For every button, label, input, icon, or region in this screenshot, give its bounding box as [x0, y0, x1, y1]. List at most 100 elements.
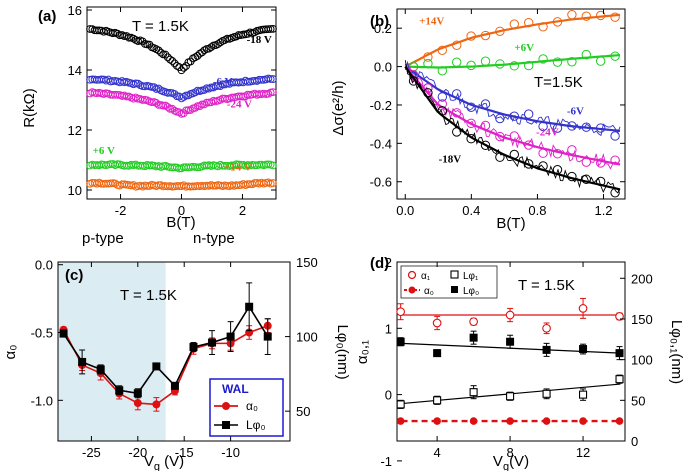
- data-point: [615, 312, 624, 321]
- data-point: [221, 36, 229, 44]
- data-point: [538, 148, 548, 158]
- data-point: [232, 32, 241, 41]
- panel-c-xlabel-sub: g: [154, 461, 160, 471]
- data-point: [615, 349, 624, 358]
- panel-c: (c) p-type n-type T = 1.5K -25 -20 -15 -10 …: [2, 230, 351, 471]
- y-right-tick-label: 50: [631, 393, 645, 408]
- y-tick-label: -0.4: [370, 136, 392, 151]
- legend-L1-label: Lφ₁: [463, 271, 479, 282]
- panel-c-frame: [57, 261, 291, 442]
- data-point: [396, 337, 405, 346]
- data-point: [163, 103, 172, 111]
- data-point: [152, 400, 161, 409]
- data-point: [226, 332, 235, 341]
- data-point: [195, 102, 204, 110]
- series-Lphi0: [396, 330, 624, 361]
- data-point: [182, 91, 190, 100]
- panel-a-y-ticks: 10 12 14 16: [68, 3, 276, 198]
- data-point: [542, 417, 551, 425]
- y-tick-label: 1: [385, 321, 392, 336]
- legend-L1-marker: [450, 270, 459, 279]
- x-tick-label: 0: [178, 203, 185, 218]
- panel-d-xlabel-sub: g: [503, 461, 509, 471]
- panel-d-legend: α₁ Lφ₁ α₀ Lφ₀: [400, 265, 498, 299]
- data-point: [266, 75, 275, 83]
- series-label: +14V: [419, 15, 444, 27]
- data-point: [177, 66, 186, 75]
- data-point: [208, 338, 217, 347]
- data-point: [505, 310, 515, 320]
- panel-d-y-ticks-right: 0 50 100 150 200: [620, 271, 653, 449]
- data-point: [432, 318, 442, 328]
- data-point: [433, 396, 442, 405]
- y-right-tick-label: 50: [296, 404, 310, 419]
- data-point: [133, 399, 142, 408]
- n-type-label: n-type: [193, 230, 235, 247]
- y-tick-label: 0.2: [374, 21, 392, 36]
- data-point: [147, 98, 156, 107]
- panel-d-ylabel-left: α₀,₁: [354, 340, 371, 364]
- series-Lphi1: [396, 374, 624, 409]
- series-alpha0: [396, 417, 624, 425]
- data-point: [115, 386, 124, 395]
- series-alpha1: [396, 297, 624, 335]
- panel-d-y-ticks-left: 2 1 0 -1: [380, 255, 402, 469]
- x-tick-label: 4: [434, 445, 441, 460]
- x-tick-label: -2: [115, 203, 127, 218]
- data-point: [207, 43, 216, 52]
- data-point: [216, 82, 225, 91]
- data-point: [480, 140, 491, 151]
- data-point: [433, 349, 442, 358]
- x-tick-label: 0.8: [528, 203, 546, 218]
- panel-c-label: (c): [65, 267, 83, 284]
- data-point: [615, 375, 624, 384]
- legend-L0-marker: [451, 286, 458, 293]
- panel-d-data: [396, 297, 624, 425]
- panel-c-xlabel-unit: (V): [160, 453, 184, 470]
- legend-alpha0-label: α₀: [424, 286, 434, 297]
- series-+6V: [405, 49, 621, 76]
- data-point: [469, 317, 478, 327]
- data-point: [184, 91, 193, 100]
- data-point: [469, 388, 478, 397]
- x-tick-label: -10: [221, 445, 240, 460]
- data-point: [396, 417, 405, 425]
- series-label: -6V: [567, 106, 584, 118]
- panel-c-y-ticks-right: 50 100 150: [285, 255, 318, 419]
- panel-b-annotation: T=1.5K: [534, 74, 583, 91]
- data-point: [179, 93, 188, 101]
- data-point: [615, 417, 624, 425]
- data-point: [184, 106, 193, 115]
- raw-trace: [404, 60, 621, 137]
- data-point: [567, 57, 577, 67]
- data-point: [452, 57, 462, 67]
- data-point: [469, 417, 478, 425]
- y-tick-label: -0.2: [370, 98, 392, 113]
- data-point: [245, 302, 254, 311]
- raw-trace: [404, 60, 621, 194]
- series-label: +6V: [514, 42, 534, 54]
- series--18V: [404, 60, 621, 198]
- legend-title: WAL: [222, 382, 249, 396]
- panel-c-xlabel-main: V: [144, 453, 154, 470]
- data-point: [122, 32, 131, 40]
- data-point: [542, 323, 551, 333]
- data-point: [437, 92, 448, 102]
- data-point: [469, 333, 478, 342]
- y-tick-label: -0.6: [370, 175, 392, 190]
- data-point: [269, 161, 277, 170]
- data-point: [134, 79, 142, 88]
- panel-d-xlabel-main: V: [493, 453, 503, 470]
- series-label: -6 V: [213, 76, 233, 88]
- data-point: [170, 381, 179, 390]
- panel-c-legend: WAL α₀ Lφ₀: [209, 378, 284, 437]
- series-Lphi0: [59, 282, 272, 399]
- data-point: [216, 38, 225, 47]
- data-point: [170, 90, 179, 98]
- x-tick-label: -20: [128, 445, 147, 460]
- p-type-label: p-type: [82, 230, 124, 247]
- panel-c-annotation: T = 1.5K: [120, 287, 177, 304]
- data-point: [125, 33, 133, 42]
- data-point: [480, 56, 491, 66]
- series-label: +14 V: [224, 162, 252, 174]
